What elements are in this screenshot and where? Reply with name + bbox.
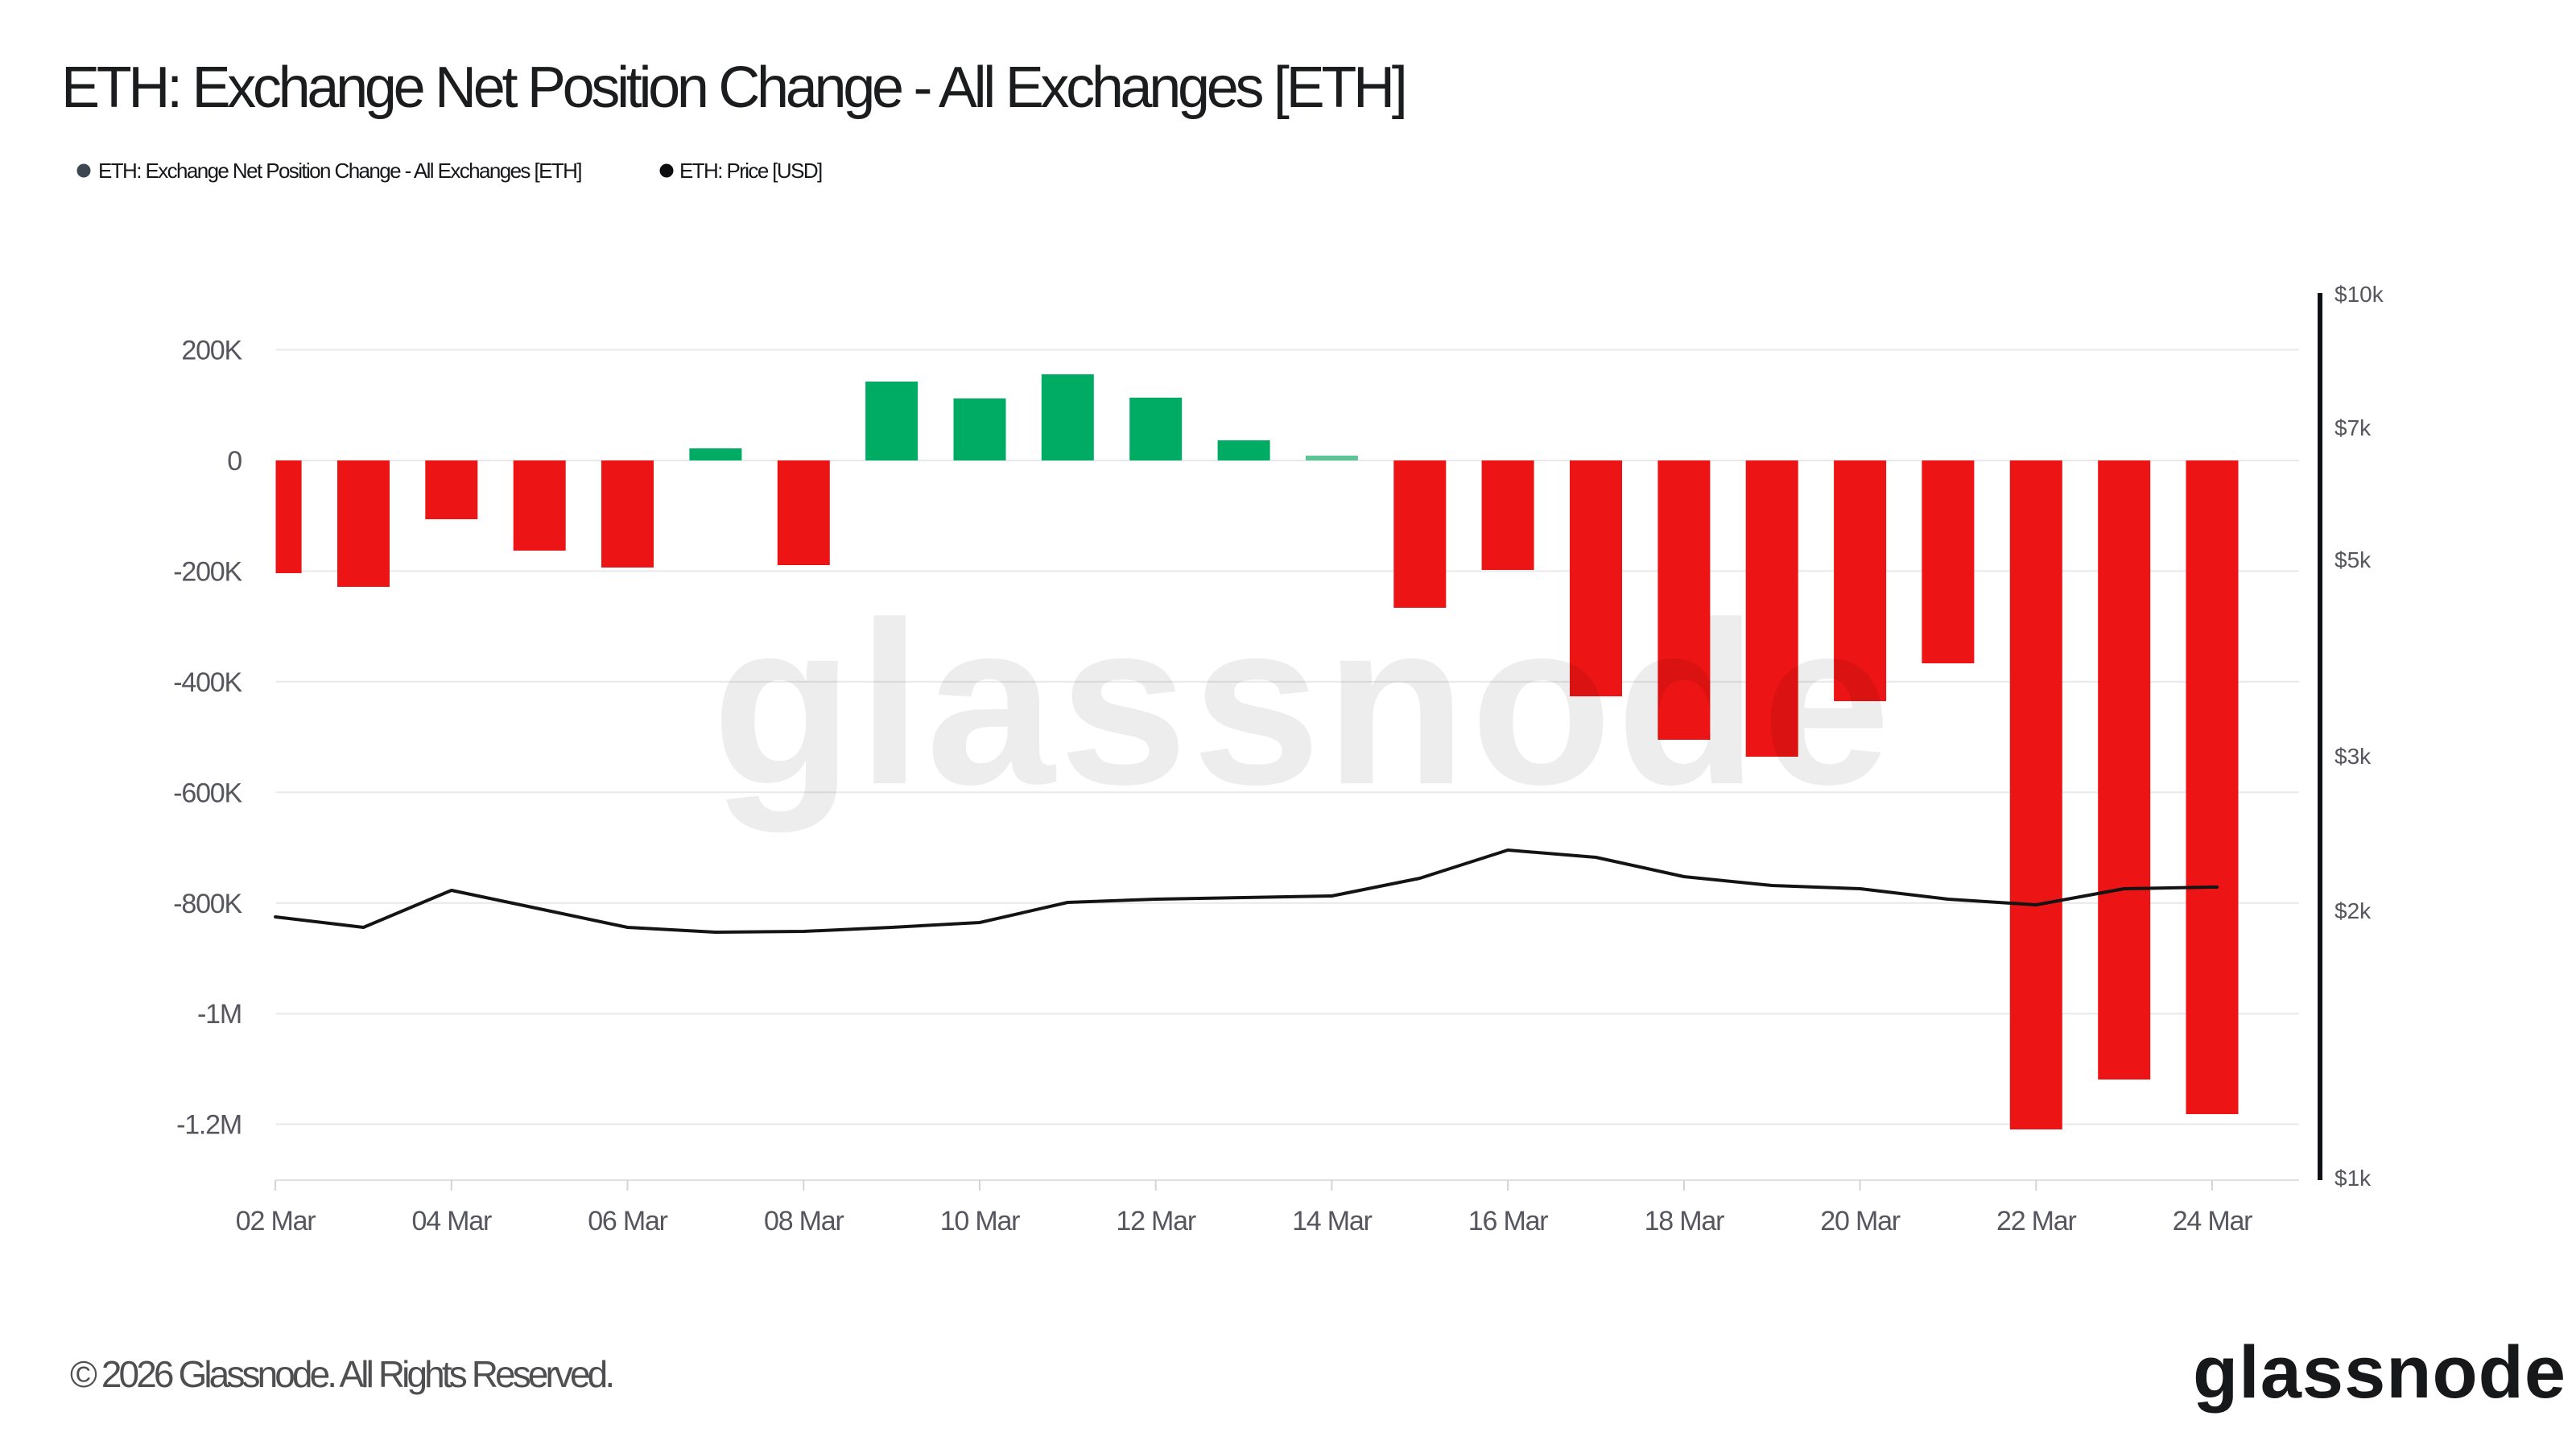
- svg-text:200K: 200K: [181, 336, 242, 366]
- svg-text:glassnode: glassnode: [712, 574, 1894, 834]
- svg-text:02 Mar: 02 Mar: [236, 1206, 316, 1236]
- svg-text:-400K: -400K: [173, 667, 242, 698]
- svg-text:$2k: $2k: [2334, 898, 2372, 923]
- svg-text:18 Mar: 18 Mar: [1645, 1206, 1724, 1236]
- svg-text:© 2026 Glassnode. All Rights R: © 2026 Glassnode. All Rights Reserved.: [70, 1353, 612, 1395]
- svg-text:ETH: Price [USD]: ETH: Price [USD]: [679, 159, 822, 183]
- svg-text:glassnode: glassnode: [2193, 1331, 2566, 1414]
- svg-text:-600K: -600K: [173, 778, 242, 808]
- svg-text:-200K: -200K: [173, 556, 242, 587]
- svg-text:06 Mar: 06 Mar: [588, 1206, 667, 1236]
- svg-text:$3k: $3k: [2334, 744, 2372, 769]
- svg-text:20 Mar: 20 Mar: [1820, 1206, 1900, 1236]
- svg-text:22 Mar: 22 Mar: [1996, 1206, 2076, 1236]
- svg-text:10 Mar: 10 Mar: [940, 1206, 1020, 1236]
- svg-text:-1.2M: -1.2M: [176, 1110, 242, 1141]
- svg-text:12 Mar: 12 Mar: [1116, 1206, 1195, 1236]
- svg-text:0: 0: [227, 446, 242, 477]
- svg-text:14 Mar: 14 Mar: [1292, 1206, 1372, 1236]
- svg-text:$10k: $10k: [2334, 282, 2384, 307]
- svg-text:-1M: -1M: [197, 999, 242, 1030]
- svg-text:$7k: $7k: [2334, 415, 2372, 440]
- svg-text:ETH: Exchange Net Position Cha: ETH: Exchange Net Position Change - All …: [98, 159, 581, 183]
- svg-text:16 Mar: 16 Mar: [1468, 1206, 1548, 1236]
- svg-text:-800K: -800K: [173, 889, 242, 919]
- svg-text:04 Mar: 04 Mar: [411, 1206, 491, 1236]
- svg-text:$1k: $1k: [2334, 1166, 2372, 1191]
- svg-text:24 Mar: 24 Mar: [2173, 1206, 2252, 1236]
- svg-text:$5k: $5k: [2334, 547, 2372, 572]
- svg-text:08 Mar: 08 Mar: [764, 1206, 844, 1236]
- svg-text:ETH: Exchange Net Position Cha: ETH: Exchange Net Position Change - All …: [61, 56, 1404, 120]
